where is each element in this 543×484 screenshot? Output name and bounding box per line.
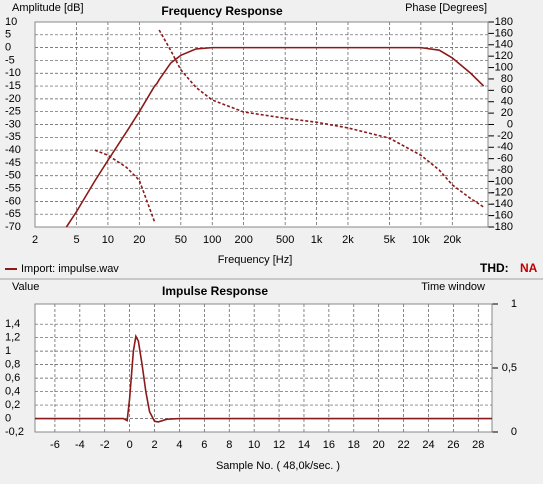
thd-label: THD: — [480, 261, 509, 275]
y-tick-label: -70 — [5, 221, 21, 233]
x-axis-label: Frequency [Hz] — [218, 254, 293, 266]
chart-title: Impulse Response — [162, 284, 268, 298]
plot-frame — [34, 303, 493, 433]
y-tick-label: -25 — [5, 106, 21, 118]
series-line — [94, 29, 485, 223]
y2-tick-label: -140 — [491, 198, 513, 210]
x-tick-label: 10k — [412, 234, 430, 246]
y2-tick-label: -180 — [491, 221, 513, 233]
x-tick-label: -2 — [100, 439, 110, 451]
y2-tick-label: 40 — [501, 96, 513, 108]
x-tick-label: -6 — [50, 439, 60, 451]
x-tick-label: 100 — [203, 234, 221, 246]
x-tick-label: 1k — [311, 234, 323, 246]
x-tick-label: 20 — [373, 439, 385, 451]
x-tick-label: 0 — [127, 439, 133, 451]
y-tick-label: -35 — [5, 131, 21, 143]
y2-tick-label: 120 — [495, 50, 513, 62]
y-tick-label: 0,4 — [5, 385, 20, 397]
y-tick-label: -50 — [5, 170, 21, 182]
x-tick-label: 12 — [273, 439, 285, 451]
y-tick-label: -45 — [5, 157, 21, 169]
y2-tick-label: -120 — [491, 187, 513, 199]
x-tick-label: 18 — [348, 439, 360, 451]
y-axis-label: Amplitude [dB] — [12, 2, 84, 14]
y-tick-label: 1,4 — [5, 318, 20, 330]
y2-tick-label: -100 — [491, 175, 513, 187]
y2-tick-label: 80 — [501, 73, 513, 85]
x-tick-label: 6 — [201, 439, 207, 451]
y2-tick-label: -60 — [497, 153, 513, 165]
y2-tick-label: -160 — [491, 210, 513, 222]
y2-tick-label: 100 — [495, 61, 513, 73]
y-tick-label: 0,6 — [5, 372, 20, 384]
x-tick-label: 10 — [102, 234, 114, 246]
y-tick-label: -65 — [5, 208, 21, 220]
y-tick-label: -15 — [5, 80, 21, 92]
y-axis-label: Value — [12, 281, 39, 293]
series-line — [65, 46, 485, 228]
y-tick-label: 10 — [5, 16, 17, 28]
x-tick-label: 50 — [175, 234, 187, 246]
y-tick-label: 5 — [5, 29, 11, 41]
x-tick-label: 26 — [447, 439, 459, 451]
y2-tick-label: -80 — [497, 164, 513, 176]
x-tick-label: 2 — [32, 234, 38, 246]
x-tick-label: 24 — [422, 439, 434, 451]
y2-tick-label: 0 — [511, 426, 517, 438]
y-tick-label: 0,8 — [5, 359, 20, 371]
y-tick-label: -60 — [5, 195, 21, 207]
x-tick-label: 20 — [133, 234, 145, 246]
x-tick-label: 5 — [73, 234, 79, 246]
chart-title: Frequency Response — [161, 4, 283, 18]
plot-area — [35, 304, 492, 432]
y-tick-label: -55 — [5, 182, 21, 194]
y2-tick-label: 180 — [495, 16, 513, 28]
y2-tick-label: 20 — [501, 107, 513, 119]
y2-tick-label: 140 — [495, 39, 513, 51]
y2-tick-label: -20 — [497, 130, 513, 142]
x-tick-label: 200 — [234, 234, 252, 246]
y-tick-label: -30 — [5, 118, 21, 130]
y-tick-label: -0,2 — [5, 426, 24, 438]
y-tick-label: -40 — [5, 144, 21, 156]
y-tick-label: -20 — [5, 93, 21, 105]
series-line — [35, 333, 492, 423]
x-tick-label: 2k — [342, 234, 354, 246]
x-tick-label: 10 — [248, 439, 260, 451]
y-tick-label: 0,2 — [5, 399, 20, 411]
y2-tick-label: 0 — [507, 118, 513, 130]
y2-tick-label: 0,5 — [502, 362, 517, 374]
y2-tick-label: -40 — [497, 141, 513, 153]
y-tick-label: 1 — [5, 345, 11, 357]
x-tick-label: 16 — [323, 439, 335, 451]
x-tick-label: 2 — [151, 439, 157, 451]
x-tick-label: 500 — [276, 234, 294, 246]
y-tick-label: 0 — [5, 412, 11, 424]
x-axis-label: Sample No. ( 48,0k/sec. ) — [216, 460, 340, 472]
x-tick-label: 28 — [472, 439, 484, 451]
y2-axis-label: Phase [Degrees] — [405, 2, 487, 14]
x-tick-label: 22 — [397, 439, 409, 451]
x-tick-label: -4 — [75, 439, 85, 451]
legend-label[interactable]: Import: impulse.wav — [21, 263, 119, 275]
y2-axis-label: Time window — [421, 281, 485, 293]
x-tick-label: 8 — [226, 439, 232, 451]
y-tick-label: 1,2 — [5, 332, 20, 344]
x-tick-label: 5k — [384, 234, 396, 246]
y-tick-label: -5 — [5, 54, 15, 66]
y-tick-label: 0 — [5, 42, 11, 54]
plot-frame — [34, 21, 489, 228]
y-tick-label: -10 — [5, 67, 21, 79]
x-tick-label: 14 — [298, 439, 310, 451]
y2-tick-label: 160 — [495, 27, 513, 39]
y2-tick-label: 60 — [501, 84, 513, 96]
x-tick-label: 20k — [443, 234, 461, 246]
x-tick-label: 4 — [176, 439, 182, 451]
thd-value: NA — [520, 261, 538, 275]
y2-tick-label: 1 — [511, 298, 517, 310]
